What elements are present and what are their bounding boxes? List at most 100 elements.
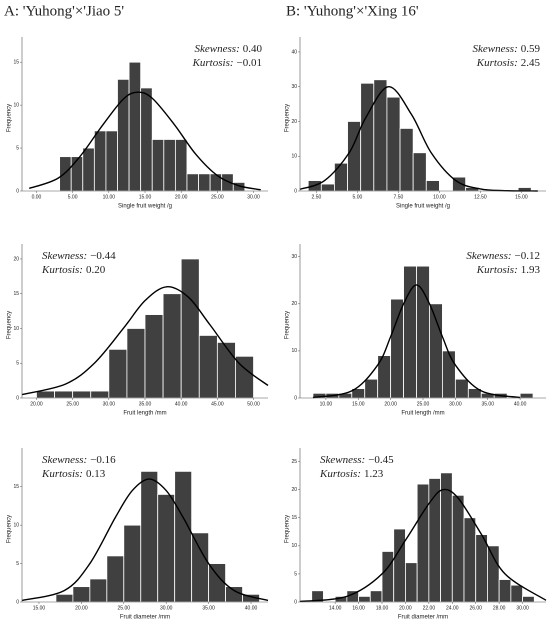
annotation: Kurtosis: 1.93 [476,264,541,276]
normal-curve [312,284,521,399]
bar [54,390,74,399]
annotation-value: −0.16 [90,454,116,466]
y-tick-label: 5 [16,561,19,567]
bar [108,348,128,399]
x-tick-label: 15.00 [139,194,152,200]
bar [373,79,388,192]
x-axis-label: Fruit diameter /mm [120,615,170,621]
bar [186,173,199,192]
bar [72,586,91,603]
bar [163,139,176,192]
normal-curve [21,478,269,602]
bar [451,494,465,603]
x-tick-label: 20.00 [175,194,188,200]
x-tick-label: 5.00 [68,194,78,200]
bar [405,562,418,603]
y-tick-label: 5 [16,361,19,367]
annotation-value: 0.40 [243,43,263,55]
x-axis-label: Fruit diameter /mm [398,615,448,621]
y-tick-label: 25 [291,459,297,465]
x-axis-label: Single fruit weight /g [118,204,172,210]
bar [93,130,107,192]
bar [174,470,193,603]
x-axis-label: Fruit length /mm [401,411,444,417]
x-tick-label: 25.00 [66,401,79,407]
annotation-label: Skewness: [42,454,87,466]
bar [522,595,535,603]
x-tick-label: 30.00 [516,605,529,611]
bar [89,578,108,603]
annotation-label: Kurtosis: [319,468,361,480]
bar [425,180,440,192]
y-axis-label: Frequency [7,515,13,543]
y-tick-label: 10 [291,348,297,354]
y-tick-label: 0 [294,599,297,605]
annotation-label: Kurtosis: [476,57,518,69]
x-tick-label: 30.00 [160,605,173,611]
bar [82,147,95,192]
bar [140,87,153,192]
bar [90,390,110,399]
x-tick-label: 15.00 [515,194,528,200]
x-tick-label: 28.00 [493,605,506,611]
annotation-value: 0.20 [86,264,106,276]
bar [393,528,406,603]
x-tick-label: 25.00 [211,194,224,200]
bar [191,532,210,603]
bar [59,156,72,192]
bar [360,82,375,192]
x-tick-label: 5.00 [353,194,363,200]
bar [123,524,142,603]
bar [390,298,404,399]
annotation-label: Kurtosis: [41,264,83,276]
bar [105,130,118,192]
x-tick-label: 10.00 [433,194,446,200]
annotation: Kurtosis: 1.23 [319,468,384,480]
annotation: Kurtosis: 0.13 [41,468,106,480]
x-tick-label: 30.00 [449,401,462,407]
annotation-value: −0.12 [515,250,540,262]
x-tick-label: 12.50 [474,194,487,200]
bar [498,579,512,603]
normal-curve [21,286,269,396]
x-tick-label: 40.00 [245,605,258,611]
y-tick-label: 5 [294,571,297,577]
x-tick-label: 15.00 [33,605,46,611]
bar [72,390,92,399]
y-tick-label: 15 [13,60,19,66]
x-tick-label: 15.00 [352,401,365,407]
bar [487,545,500,603]
y-axis-label: Frequency [285,311,291,339]
x-tick-label: 50.00 [247,401,260,407]
annotation-value: 0.59 [521,43,541,55]
bar [440,472,453,603]
annotation: Skewness: −0.45 [320,454,394,466]
bar [128,61,142,192]
x-tick-label: 26.00 [469,605,482,611]
x-tick-label: 14.00 [329,605,342,611]
bar [386,96,401,192]
x-tick-label: 35.00 [202,605,215,611]
annotation: Kurtosis: 2.45 [476,57,541,69]
bar [358,595,371,603]
x-tick-label: 40.00 [175,401,188,407]
normal-curve [299,86,538,192]
y-tick-label: 20 [13,256,19,262]
x-axis-label: Single fruit weight /g [396,204,450,210]
x-tick-label: 16.00 [352,605,365,611]
bar [369,590,383,603]
annotation-value: 1.93 [521,264,541,276]
x-tick-label: 10.00 [103,194,116,200]
bar [162,293,182,399]
bar [198,335,218,399]
y-axis-label: Frequency [285,104,291,132]
bar [334,162,348,192]
annotation-value: −0.45 [368,454,394,466]
y-tick-label: 10 [291,543,297,549]
x-tick-label: 0.00 [32,194,42,200]
annotation-label: Kurtosis: [192,57,234,69]
bar [442,350,456,399]
bar [364,378,379,399]
x-tick-label: 30.00 [103,401,116,407]
